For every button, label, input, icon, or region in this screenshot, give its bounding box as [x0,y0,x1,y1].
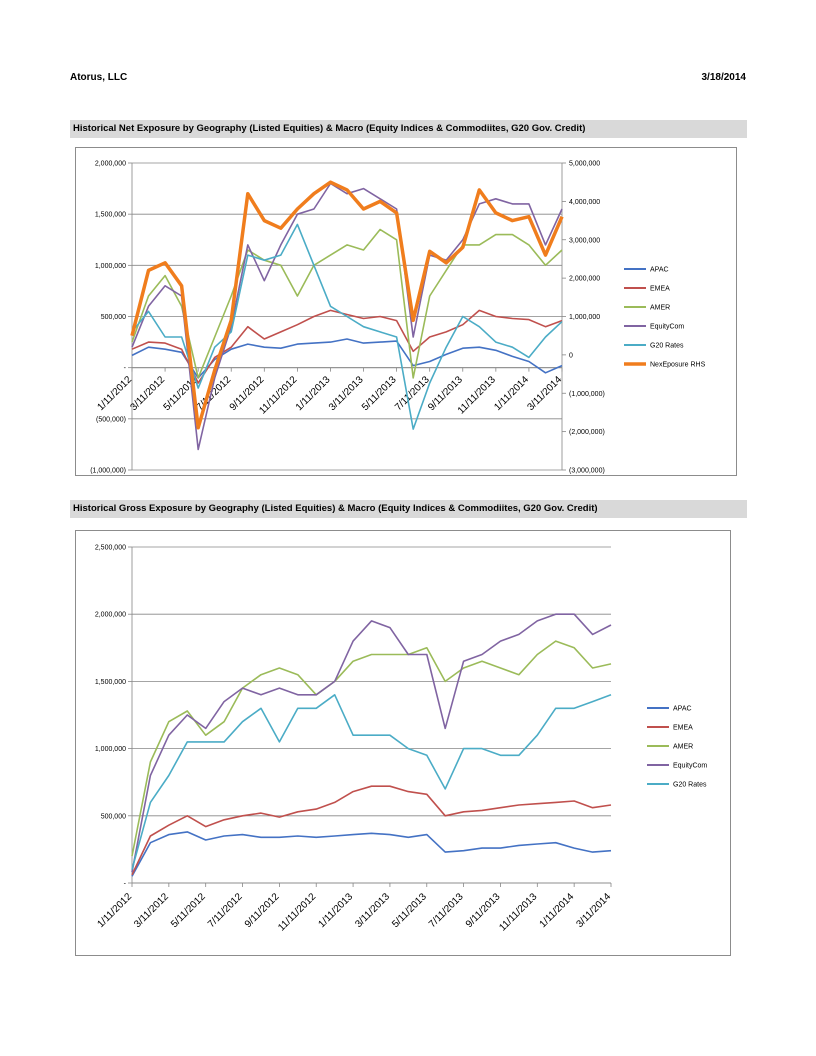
y-right-tick-label: 2,000,000 [569,276,600,283]
legend-label-emea: EMEA [650,286,670,293]
net-exposure-chart-frame: 2,000,000 1,500,000 1,000,000 500,000 - (500,… [75,147,737,476]
net-exposure-title: Historical Net Exposure by Geography (Li… [70,120,747,138]
y-tick-label: 500,000 [101,813,126,820]
y-tick-label: 500,000 [101,314,126,321]
y-right-tick-label: 0 [569,352,573,359]
x-tick-label: 3/11/2012 [132,891,171,930]
x-tick-label: 5/11/2013 [360,374,399,413]
y-tick-label: - [124,365,127,372]
x-tick-label: 1/11/2014 [492,374,531,413]
series-line-emea [131,785,612,876]
legend-label-apac: APAC [673,706,692,713]
y-right-tick-label: (1,000,000) [569,391,605,398]
y-right-tick-label: 1,000,000 [569,314,600,321]
x-tick-label: 3/11/2014 [574,891,613,930]
x-tick-label: 7/11/2012 [206,891,245,930]
x-tick-label: 3/11/2014 [525,374,564,413]
series-line-amer [131,228,563,379]
gross-exposure-title: Historical Gross Exposure by Geography (… [70,500,747,518]
x-tick-label: 3/11/2013 [353,891,392,930]
y-tick-label: 1,500,000 [95,679,126,686]
y-right-tick-label: (2,000,000) [569,429,605,436]
x-tick-label: 9/11/2013 [464,891,503,930]
series-line-equitycom [131,613,612,873]
x-tick-label: 11/11/2013 [497,891,539,933]
series-line-nexeposure-rhs [130,180,564,430]
series-line-apac [131,338,563,379]
legend-label-nexeposure-rhs: NexEposure RHS [650,362,706,369]
y-tick-label: 2,000,000 [95,161,126,168]
legend-label-g20-rates: G20 Rates [673,782,707,789]
y-tick-label: 1,500,000 [95,212,126,219]
net-exposure-chart: 2,000,000 1,500,000 1,000,000 500,000 - (500,… [90,161,706,475]
y-tick-label: (500,000) [96,416,126,423]
y-tick-label: 2,000,000 [95,612,126,619]
x-tick-label: 7/11/2013 [427,891,466,930]
y-tick-label: 1,000,000 [95,263,126,270]
x-tick-label: 1/11/2014 [538,891,577,930]
x-tick-label: 11/11/2012 [276,891,318,933]
x-tick-label: 3/11/2013 [327,374,366,413]
company-name: Atorus, LLC [70,72,128,83]
series-line-amer [131,640,612,857]
y-tick-label: (1,000,000) [90,468,126,475]
y-right-tick-label: 4,000,000 [569,199,600,206]
gross-exposure-chart: 2,500,000 2,000,000 1,500,000 1,000,000 500,… [95,545,708,934]
y-right-tick-label: (3,000,000) [569,468,605,475]
report-date: 3/18/2014 [701,72,747,83]
legend-label-equitycom: EquityCom [673,763,707,770]
series-line-g20-rates [131,694,612,870]
x-tick-label: 9/11/2012 [243,891,282,930]
series-line-equitycom [131,182,563,451]
y-right-tick-label: 5,000,000 [569,161,600,168]
x-tick-label: 5/11/2012 [169,891,208,930]
x-tick-label: 1/11/2012 [95,374,134,413]
x-tick-label: 5/11/2013 [390,891,429,930]
x-tick-label: 1/11/2012 [95,891,134,930]
legend-label-equitycom: EquityCom [650,324,684,331]
legend-label-amer: AMER [673,744,693,751]
series-line-apac [131,831,612,877]
legend-label-apac: APAC [650,267,669,274]
gross-exposure-chart-frame: 2,500,000 2,000,000 1,500,000 1,000,000 500,… [75,530,731,956]
series-line-g20-rates [131,223,563,430]
x-tick-label: 1/11/2013 [294,374,333,413]
y-tick-label: - [124,881,127,888]
x-tick-label: 3/11/2012 [128,374,167,413]
x-tick-label: 1/11/2013 [316,891,355,930]
y-right-tick-label: 3,000,000 [569,237,600,244]
y-tick-label: 2,500,000 [95,545,126,552]
legend-label-g20-rates: G20 Rates [650,343,684,350]
legend-label-emea: EMEA [673,725,693,732]
legend-label-amer: AMER [650,305,670,312]
y-tick-label: 1,000,000 [95,746,126,753]
